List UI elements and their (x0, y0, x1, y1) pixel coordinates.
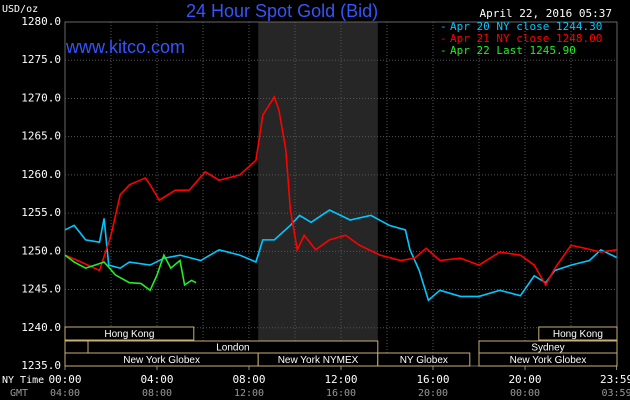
x-tick-label: 08:00 (232, 373, 265, 386)
series-line (64, 253, 197, 292)
x2-tick-label: 04:00 (50, 388, 80, 399)
session-label: New York Globex (123, 355, 200, 366)
series-line (64, 209, 617, 302)
x-row-label: NY Time (2, 375, 44, 386)
session-box (538, 326, 618, 341)
x-tick-label: 23:59 (600, 373, 630, 386)
x-tick-label: 12:00 (324, 373, 357, 386)
y-tick-label: 1265.0 (21, 130, 61, 143)
y-tick-label: 1255.0 (21, 206, 61, 219)
session-box (64, 326, 195, 341)
x2-row-label: GMT (10, 388, 28, 399)
y-tick-label: 1245.0 (21, 283, 61, 296)
y-tick-label: 1270.0 (21, 91, 61, 104)
session-label: New York NYMEX (278, 355, 359, 366)
session-label: Sydney (531, 343, 564, 354)
session-box (64, 340, 89, 354)
x2-tick-label: 16:00 (326, 388, 356, 399)
session-label: NY Globex (400, 355, 448, 366)
session-label: New York Globex (510, 355, 587, 366)
y-tick-label: 1275.0 (21, 53, 61, 66)
legend-entry: Apr 20 NY close 1244.30 (450, 20, 602, 33)
series-line (64, 95, 617, 287)
legend-marker: - (440, 32, 447, 45)
plot-underlay (64, 21, 618, 367)
chart-title: 24 Hour Spot Gold (Bid) (186, 1, 378, 21)
x2-tick-label: 03:59 (601, 388, 630, 399)
x-tick-label: 04:00 (140, 373, 173, 386)
y-tick-label: 1250.0 (21, 244, 61, 257)
y-tick-label: 1240.0 (21, 321, 61, 334)
session-box (478, 352, 618, 367)
x2-tick-label: 12:00 (234, 388, 264, 399)
highlight-band (258, 22, 378, 366)
session-label: London (216, 343, 249, 354)
legend-marker: - (440, 20, 447, 33)
x-tick-label: 00:00 (48, 373, 81, 386)
source-label: www.kitco.com (65, 37, 185, 57)
x-tick-label: 20:00 (508, 373, 541, 386)
session-label: Hong Kong (104, 329, 154, 340)
x-tick-label: 16:00 (416, 373, 449, 386)
session-box (377, 352, 471, 367)
y-tick-label: 1235.0 (21, 359, 61, 372)
session-label: Hong Kong (553, 329, 603, 340)
y-tick-label: 1260.0 (21, 168, 61, 181)
timestamp: April 22, 2016 05:37 (480, 7, 612, 20)
x2-tick-label: 08:00 (142, 388, 172, 399)
y-tick-label: 1280.0 (21, 15, 61, 28)
legend-marker: - (440, 44, 447, 57)
x2-tick-label: 00:00 (510, 388, 540, 399)
x2-tick-label: 20:00 (418, 388, 448, 399)
y-axis-label: USD/oz (2, 4, 38, 15)
legend-entry: Apr 21 NY close 1248.00 (450, 32, 602, 45)
legend-entry: Apr 22 Last 1245.90 (450, 44, 576, 57)
